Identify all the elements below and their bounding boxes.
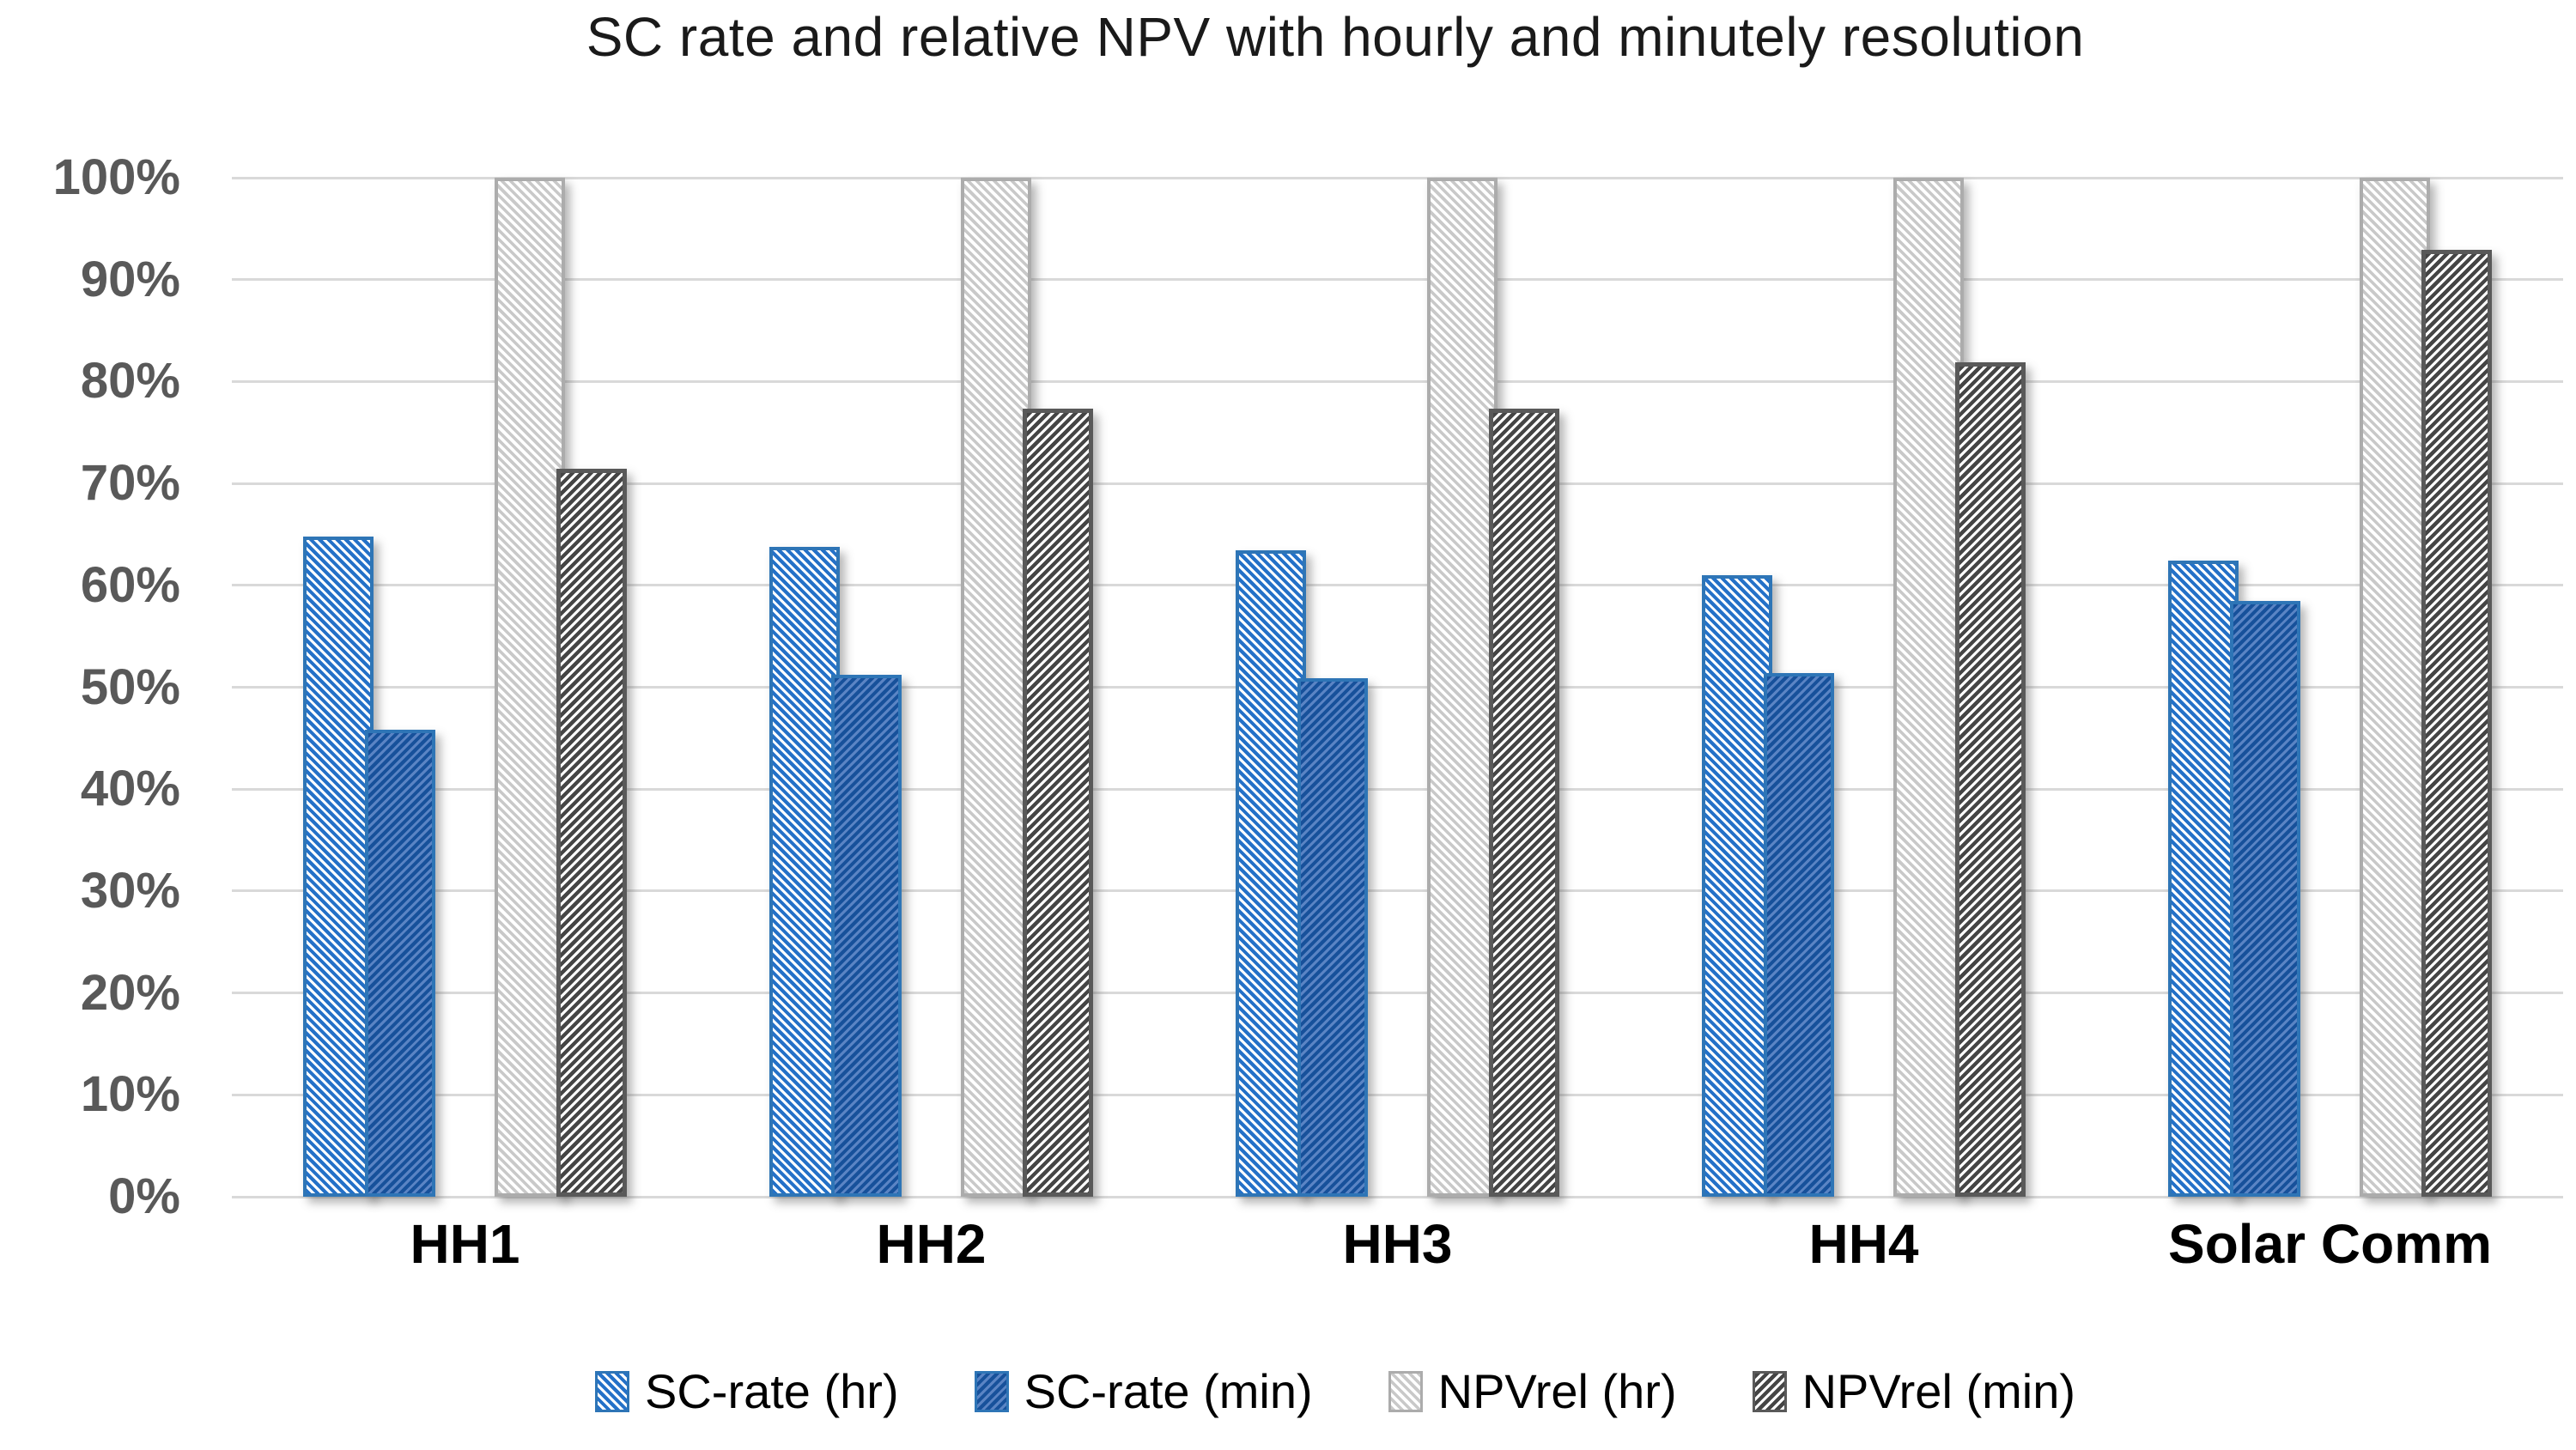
gridline-10 [232, 1093, 2563, 1096]
gridline-0 [232, 1195, 2563, 1198]
bar-group-hh3 [1236, 178, 1559, 1197]
legend-swatch-sc-rate-hr [595, 1370, 630, 1412]
legend-label-npvrel-hr: NPVrel (hr) [1437, 1364, 1677, 1418]
legend-item-sc-rate-hr: SC-rate (hr) [595, 1363, 899, 1419]
bar-sc-rate-min-hh2 [831, 675, 902, 1197]
y-tick-label-20: 20% [80, 964, 180, 1021]
y-tick-label-40: 40% [80, 761, 180, 817]
x-axis: HH1 HH2 HH3 HH4 Solar Comm [232, 1212, 2563, 1289]
y-tick-label-10: 10% [80, 1066, 180, 1123]
gridline-70 [232, 482, 2563, 485]
bar-npvrel-min-solar-comm [2421, 250, 2492, 1197]
bar-group-hh2 [769, 178, 1093, 1197]
y-axis: 0% 10% 20% 30% 40% 50% 60% 70% 80% 90% 100% [0, 152, 193, 1222]
gridline-30 [232, 889, 2563, 893]
bar-sc-rate-hr-solar-comm [2168, 561, 2239, 1197]
bar-npvrel-hr-solar-comm [2360, 178, 2430, 1197]
y-tick-label-70: 70% [80, 455, 180, 512]
y-tick-label-100: 100% [52, 149, 180, 205]
legend-item-npvrel-min: NPVrel (min) [1752, 1363, 2075, 1419]
gridline-20 [232, 992, 2563, 995]
bar-sc-rate-hr-hh2 [769, 546, 840, 1197]
bar-group-solar-comm [2168, 178, 2492, 1197]
x-tick-label-hh1: HH1 [410, 1213, 520, 1275]
y-tick-label-60: 60% [80, 556, 180, 613]
legend-label-sc-rate-hr: SC-rate (hr) [645, 1364, 899, 1418]
bar-npvrel-hr-hh2 [961, 178, 1031, 1197]
legend: SC-rate (hr) SC-rate (min) NPVrel (hr) NPVr… [120, 1363, 2550, 1419]
bar-npvrel-hr-hh4 [1893, 178, 1964, 1197]
bar-npvrel-min-hh1 [556, 469, 627, 1197]
legend-item-sc-rate-min: SC-rate (min) [974, 1363, 1313, 1419]
x-tick-label-hh2: HH2 [876, 1213, 987, 1275]
y-tick-label-30: 30% [80, 862, 180, 919]
bar-group-hh1 [303, 178, 627, 1197]
bar-npvrel-hr-hh1 [495, 178, 565, 1197]
y-tick-label-50: 50% [80, 658, 180, 715]
x-tick-label-hh4: HH4 [1808, 1213, 1919, 1275]
bar-npvrel-min-hh2 [1023, 409, 1093, 1197]
bar-sc-rate-min-hh3 [1297, 677, 1368, 1197]
bar-npvrel-hr-hh3 [1427, 178, 1498, 1197]
bar-sc-rate-hr-hh3 [1236, 550, 1306, 1197]
bar-sc-rate-min-hh4 [1764, 672, 1834, 1197]
bar-sc-rate-hr-hh1 [303, 536, 374, 1197]
gridline-90 [232, 278, 2563, 282]
plot-area [232, 176, 2563, 1198]
gridline-100 [232, 176, 2563, 179]
bar-sc-rate-hr-hh4 [1702, 574, 1772, 1197]
bar-group-hh4 [1702, 178, 2026, 1197]
bar-npvrel-min-hh3 [1489, 409, 1559, 1197]
legend-item-npvrel-hr: NPVrel (hr) [1388, 1363, 1677, 1419]
gridline-40 [232, 787, 2563, 791]
chart-title: SC rate and relative NPV with hourly and… [586, 6, 2085, 68]
gridline-60 [232, 584, 2563, 587]
legend-swatch-sc-rate-min [974, 1370, 1009, 1412]
y-tick-label-90: 90% [80, 251, 180, 307]
bar-sc-rate-min-hh1 [365, 730, 435, 1197]
legend-label-sc-rate-min: SC-rate (min) [1024, 1364, 1313, 1418]
x-tick-label-hh3: HH3 [1342, 1213, 1453, 1275]
x-tick-label-solar-comm: Solar Comm [2168, 1213, 2492, 1275]
y-tick-label-80: 80% [80, 353, 180, 410]
y-tick-label-0: 0% [108, 1168, 180, 1224]
gridline-50 [232, 686, 2563, 689]
gridline-80 [232, 379, 2563, 383]
bar-npvrel-min-hh4 [1955, 361, 2026, 1197]
legend-swatch-npvrel-hr [1388, 1370, 1423, 1412]
legend-swatch-npvrel-min [1752, 1370, 1787, 1412]
bar-sc-rate-min-solar-comm [2230, 600, 2300, 1197]
legend-label-npvrel-min: NPVrel (min) [1801, 1364, 2075, 1418]
